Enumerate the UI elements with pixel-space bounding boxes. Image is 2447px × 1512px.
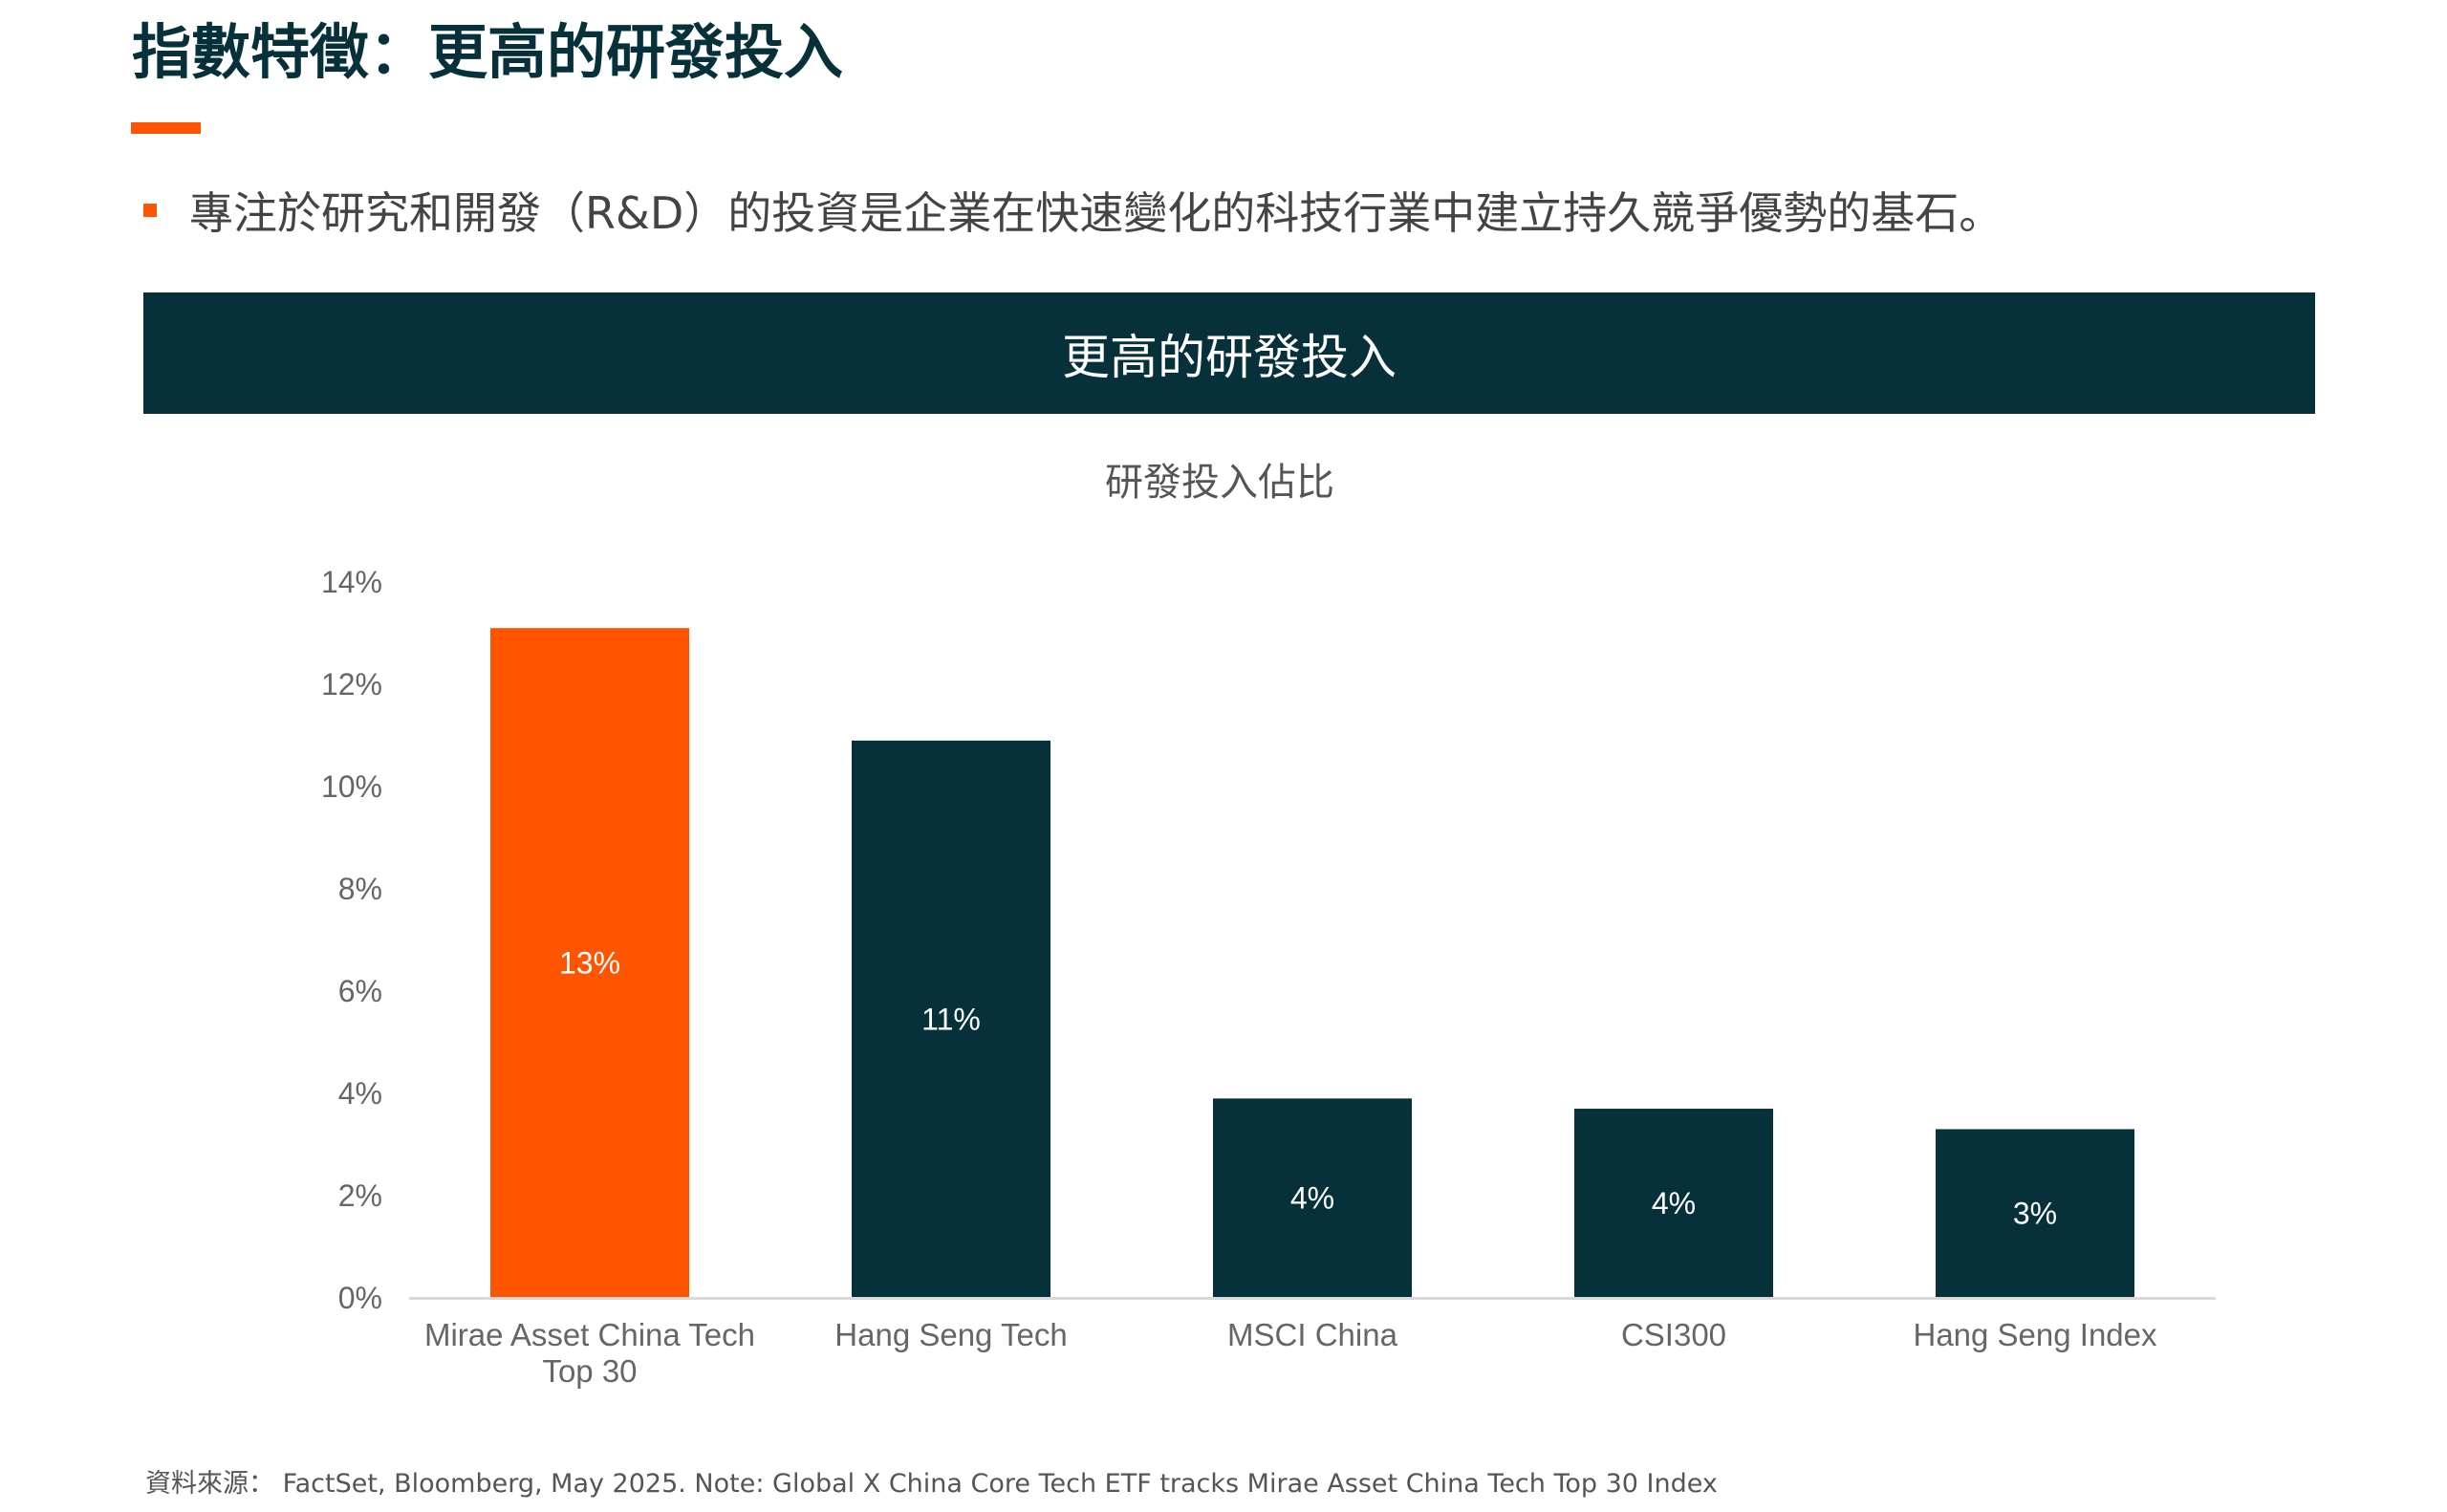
- y-tick-label: 8%: [338, 872, 382, 906]
- data-label: 3%: [2013, 1197, 2057, 1231]
- bar: [1574, 1109, 1773, 1298]
- bars: 13% 11% 4% 4% 3%: [490, 628, 2134, 1298]
- data-label: 13%: [559, 946, 620, 981]
- x-tick-label: MSCI China: [1227, 1317, 1398, 1352]
- bullet-point: 專注於研究和開發（R&D）的投資是企業在快速變化的科技行業中建立持久競爭優勢的基…: [143, 177, 2003, 244]
- y-tick-label: 10%: [321, 769, 382, 804]
- chart-title: 研發投入佔比: [1105, 461, 1334, 505]
- y-tick-label: 4%: [338, 1076, 382, 1111]
- y-axis: 0% 2% 4% 6% 8% 10% 12% 14%: [321, 565, 382, 1315]
- banner-text: 更高的研發投入: [1062, 329, 1397, 385]
- y-tick-label: 14%: [321, 565, 382, 599]
- x-tick-label: CSI300: [1621, 1317, 1726, 1352]
- bar: [852, 740, 1050, 1298]
- y-tick-label: 12%: [321, 667, 382, 702]
- section-banner: 更高的研發投入: [143, 292, 2315, 414]
- data-label: 11%: [921, 1002, 981, 1036]
- y-tick-label: 2%: [338, 1178, 382, 1213]
- x-tick-label: Hang Seng Tech: [834, 1317, 1067, 1352]
- bar: [1213, 1098, 1412, 1298]
- bar: [1936, 1129, 2134, 1298]
- bullet-square-icon: [143, 204, 157, 217]
- title-accent-bar: [131, 122, 201, 134]
- source-note: 資料來源： FactSet, Bloomberg, May 2025. Note…: [145, 1469, 1718, 1499]
- page-title: 指數特徵：更高的研發投入: [132, 17, 844, 87]
- y-tick-label: 0%: [338, 1281, 382, 1315]
- x-tick-label: Hang Seng Index: [1913, 1317, 2157, 1352]
- x-tick-label: Mirae Asset China Tech: [424, 1317, 755, 1352]
- y-tick-label: 6%: [338, 974, 382, 1008]
- data-label: 4%: [1652, 1186, 1696, 1220]
- data-label: 4%: [1290, 1181, 1334, 1216]
- bullet-text: 專注於研究和開發（R&D）的投資是企業在快速變化的科技行業中建立持久競爭優勢的基…: [189, 187, 2003, 239]
- bar: [490, 628, 689, 1298]
- x-tick-label: Top 30: [542, 1353, 637, 1389]
